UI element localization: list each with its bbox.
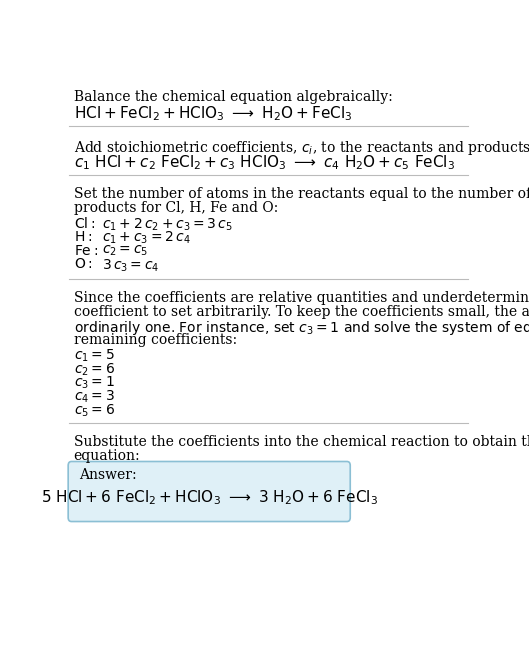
Text: $\mathrm{Fe:}$: $\mathrm{Fe:}$: [74, 243, 98, 258]
Text: coefficient to set arbitrarily. To keep the coefficients small, the arbitrary va: coefficient to set arbitrarily. To keep …: [74, 305, 529, 319]
Text: Balance the chemical equation algebraically:: Balance the chemical equation algebraica…: [74, 90, 393, 104]
Text: $c_1 + 2\,c_2 + c_3 = 3\,c_5$: $c_1 + 2\,c_2 + c_3 = 3\,c_5$: [102, 216, 233, 232]
Text: $c_1 = 5$: $c_1 = 5$: [74, 347, 114, 364]
Text: $c_2 = 6$: $c_2 = 6$: [74, 362, 115, 378]
Text: $\mathrm{Cl:}$: $\mathrm{Cl:}$: [74, 216, 95, 231]
Text: $c_1\ \mathrm{HCl} + c_2\ \mathrm{FeCl_2} + c_3\ \mathrm{HClO_3}\ \longrightarro: $c_1\ \mathrm{HCl} + c_2\ \mathrm{FeCl_2…: [74, 153, 455, 172]
Text: $5\ \mathrm{HCl} + 6\ \mathrm{FeCl_2} + \mathrm{HClO_3}\ \longrightarrow\ 3\ \ma: $5\ \mathrm{HCl} + 6\ \mathrm{FeCl_2} + …: [41, 488, 378, 507]
Text: products for Cl, H, Fe and O:: products for Cl, H, Fe and O:: [74, 201, 278, 215]
Text: $c_4 = 3$: $c_4 = 3$: [74, 389, 114, 405]
Text: $3\,c_3 = c_4$: $3\,c_3 = c_4$: [102, 258, 160, 274]
Text: Add stoichiometric coefficients, $c_i$, to the reactants and products:: Add stoichiometric coefficients, $c_i$, …: [74, 138, 529, 157]
Text: $c_5 = 6$: $c_5 = 6$: [74, 402, 115, 419]
Text: equation:: equation:: [74, 449, 140, 463]
Text: $\mathrm{H:}$: $\mathrm{H:}$: [74, 230, 92, 244]
Text: Since the coefficients are relative quantities and underdetermined, choose a: Since the coefficients are relative quan…: [74, 292, 529, 305]
Text: $c_2 = c_5$: $c_2 = c_5$: [102, 243, 149, 258]
Text: remaining coefficients:: remaining coefficients:: [74, 333, 236, 347]
Text: $\mathrm{HCl + FeCl_2 + HClO_3 \ \longrightarrow \ H_2O + FeCl_3}$: $\mathrm{HCl + FeCl_2 + HClO_3 \ \longri…: [74, 104, 352, 123]
FancyBboxPatch shape: [68, 461, 350, 521]
Text: Set the number of atoms in the reactants equal to the number of atoms in the: Set the number of atoms in the reactants…: [74, 188, 529, 201]
Text: Answer:: Answer:: [79, 468, 136, 482]
Text: $c_3 = 1$: $c_3 = 1$: [74, 375, 114, 391]
Text: $c_1 + c_3 = 2\,c_4$: $c_1 + c_3 = 2\,c_4$: [102, 230, 191, 247]
Text: Substitute the coefficients into the chemical reaction to obtain the balanced: Substitute the coefficients into the che…: [74, 435, 529, 449]
Text: $\mathrm{O:}$: $\mathrm{O:}$: [74, 258, 92, 271]
Text: ordinarily one. For instance, set $c_3 = 1$ and solve the system of equations fo: ordinarily one. For instance, set $c_3 =…: [74, 319, 529, 337]
